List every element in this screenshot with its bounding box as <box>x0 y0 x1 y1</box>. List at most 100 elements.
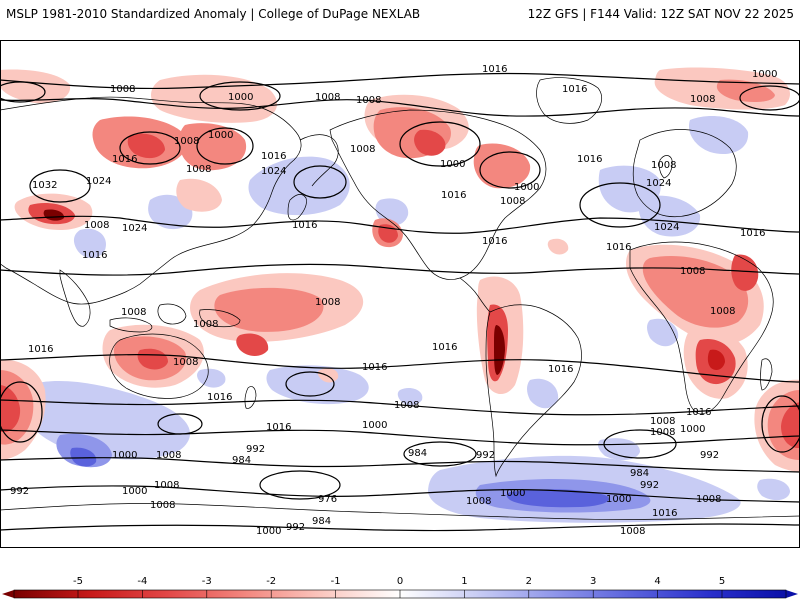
isobar-label: 1016 <box>740 228 765 239</box>
isobar-label: 1024 <box>261 166 286 177</box>
shade-neg <box>473 143 531 189</box>
isobar-label: 1008 <box>350 144 375 155</box>
shade-pos <box>73 228 106 259</box>
isobar-label: 1008 <box>150 500 175 511</box>
coastline-australia <box>109 333 209 399</box>
isobar-line <box>29 169 91 203</box>
colorbar-tick-label: -1 <box>331 576 341 587</box>
coastline-central-america <box>459 277 491 313</box>
isobar-label: 992 <box>246 444 265 455</box>
colorbar-tick-label: 0 <box>397 576 403 587</box>
shade-pos <box>638 195 701 237</box>
isobar-line <box>0 399 800 416</box>
isobar-label: 1000 <box>752 69 777 80</box>
isobar-label: 1008 <box>121 307 146 318</box>
isobar-label: 1000 <box>228 92 253 103</box>
coastline-asia <box>0 96 302 305</box>
coastline-new-zealand <box>244 386 257 409</box>
coastline-europe <box>632 129 737 218</box>
colorbar-tick-label: 2 <box>526 576 532 587</box>
shade-neg <box>0 385 21 432</box>
coastline-japan <box>287 194 307 221</box>
isobar-line <box>0 97 800 117</box>
isobar-line <box>0 354 800 383</box>
isobar-label: 1000 <box>112 450 137 461</box>
colorbar-ticks: -5 -4 -3 -2 -1 0 1 2 3 4 5 <box>73 576 725 598</box>
isobar-line <box>119 131 181 165</box>
colorbar-tick-label: 4 <box>654 576 660 587</box>
isobar-label: 1008 <box>696 494 721 505</box>
isobar-label: 1016 <box>441 190 466 201</box>
shade-neg <box>494 325 505 375</box>
isobar-line <box>0 429 800 446</box>
isobar-label: 1016 <box>577 154 602 165</box>
shade-pos <box>266 365 369 405</box>
isobar-label: 1024 <box>654 222 679 233</box>
colorbar-segment <box>477 590 555 598</box>
shade-pos <box>647 318 679 347</box>
isobar-line <box>0 381 43 443</box>
isobar-line <box>403 441 477 467</box>
shade-pos <box>688 116 749 154</box>
isobar-label: 976 <box>318 494 337 505</box>
colorbar-tick-label: 3 <box>590 576 596 587</box>
colorbar-legend: -5 -4 -3 -2 -1 0 1 2 3 4 5 <box>2 576 798 599</box>
colorbar-segment <box>245 590 324 598</box>
isobar-line <box>0 215 800 234</box>
isobar-label: 1008 <box>650 416 675 427</box>
shade-neg <box>214 287 324 332</box>
coastline-uk <box>658 155 673 179</box>
isobar-line <box>739 85 800 111</box>
isobar-line <box>0 72 800 90</box>
isobar-label: 984 <box>408 448 427 459</box>
model-valid-time: 12Z GFS | F144 Valid: 12Z SAT NOV 22 202… <box>527 7 794 21</box>
isobar-label: 1008 <box>500 196 525 207</box>
coastline-north-america <box>329 109 547 280</box>
isobar-label: 1008 <box>356 95 381 106</box>
colorbar-tick-label: -4 <box>137 576 147 587</box>
isobar-label: 1016 <box>482 236 507 247</box>
isobar-line <box>0 81 46 103</box>
shade-pos <box>757 478 790 501</box>
isobar-label: 1000 <box>606 494 631 505</box>
isobar-label: 1016 <box>266 422 291 433</box>
isobar-label: 1016 <box>207 392 232 403</box>
isobar-label: 1008 <box>193 319 218 330</box>
isobar-line <box>259 470 341 500</box>
isobar-label: 984 <box>630 468 649 479</box>
shade-neg <box>236 333 269 356</box>
shade-neg <box>176 178 222 212</box>
shade-neg <box>137 348 168 370</box>
isobar-label: 1016 <box>482 64 507 75</box>
isobar-label: 1016 <box>432 342 457 353</box>
coastline-far-east <box>299 134 339 187</box>
coastline-india <box>59 269 91 327</box>
colorbar-tick-label: 1 <box>461 576 467 587</box>
isobar-label: 1024 <box>122 223 147 234</box>
isobar-line <box>199 81 281 111</box>
coastline-greenland <box>536 77 602 124</box>
coastline-antarctica <box>0 503 800 520</box>
colorbar-max-arrow <box>786 590 798 598</box>
colorbar-segment <box>14 590 92 598</box>
shade-neg <box>642 255 749 328</box>
coastline-madagascar <box>760 358 773 391</box>
isobar-label: 1008 <box>315 297 340 308</box>
isobar-label: 1016 <box>548 364 573 375</box>
colorbar-tick-label: -3 <box>202 576 212 587</box>
colorbar-segment <box>168 590 247 598</box>
isobar-label: 1000 <box>256 526 281 537</box>
isobar-label: 1000 <box>440 159 465 170</box>
isobar-label: 1008 <box>315 92 340 103</box>
shade-pos <box>527 378 559 409</box>
isobar-label: 1008 <box>710 306 735 317</box>
isobar-label: 1008 <box>620 526 645 537</box>
product-title: MSLP 1981-2010 Standardized Anomaly | Co… <box>6 7 421 21</box>
isobar-label: 992 <box>476 450 495 461</box>
isobar-label: 1008 <box>154 480 179 491</box>
isobar-line <box>479 151 541 189</box>
shade-neg <box>127 133 165 159</box>
isobar-label: 1000 <box>514 182 539 193</box>
colorbar-tick-label: -5 <box>73 576 83 587</box>
isobar-line <box>761 395 800 453</box>
